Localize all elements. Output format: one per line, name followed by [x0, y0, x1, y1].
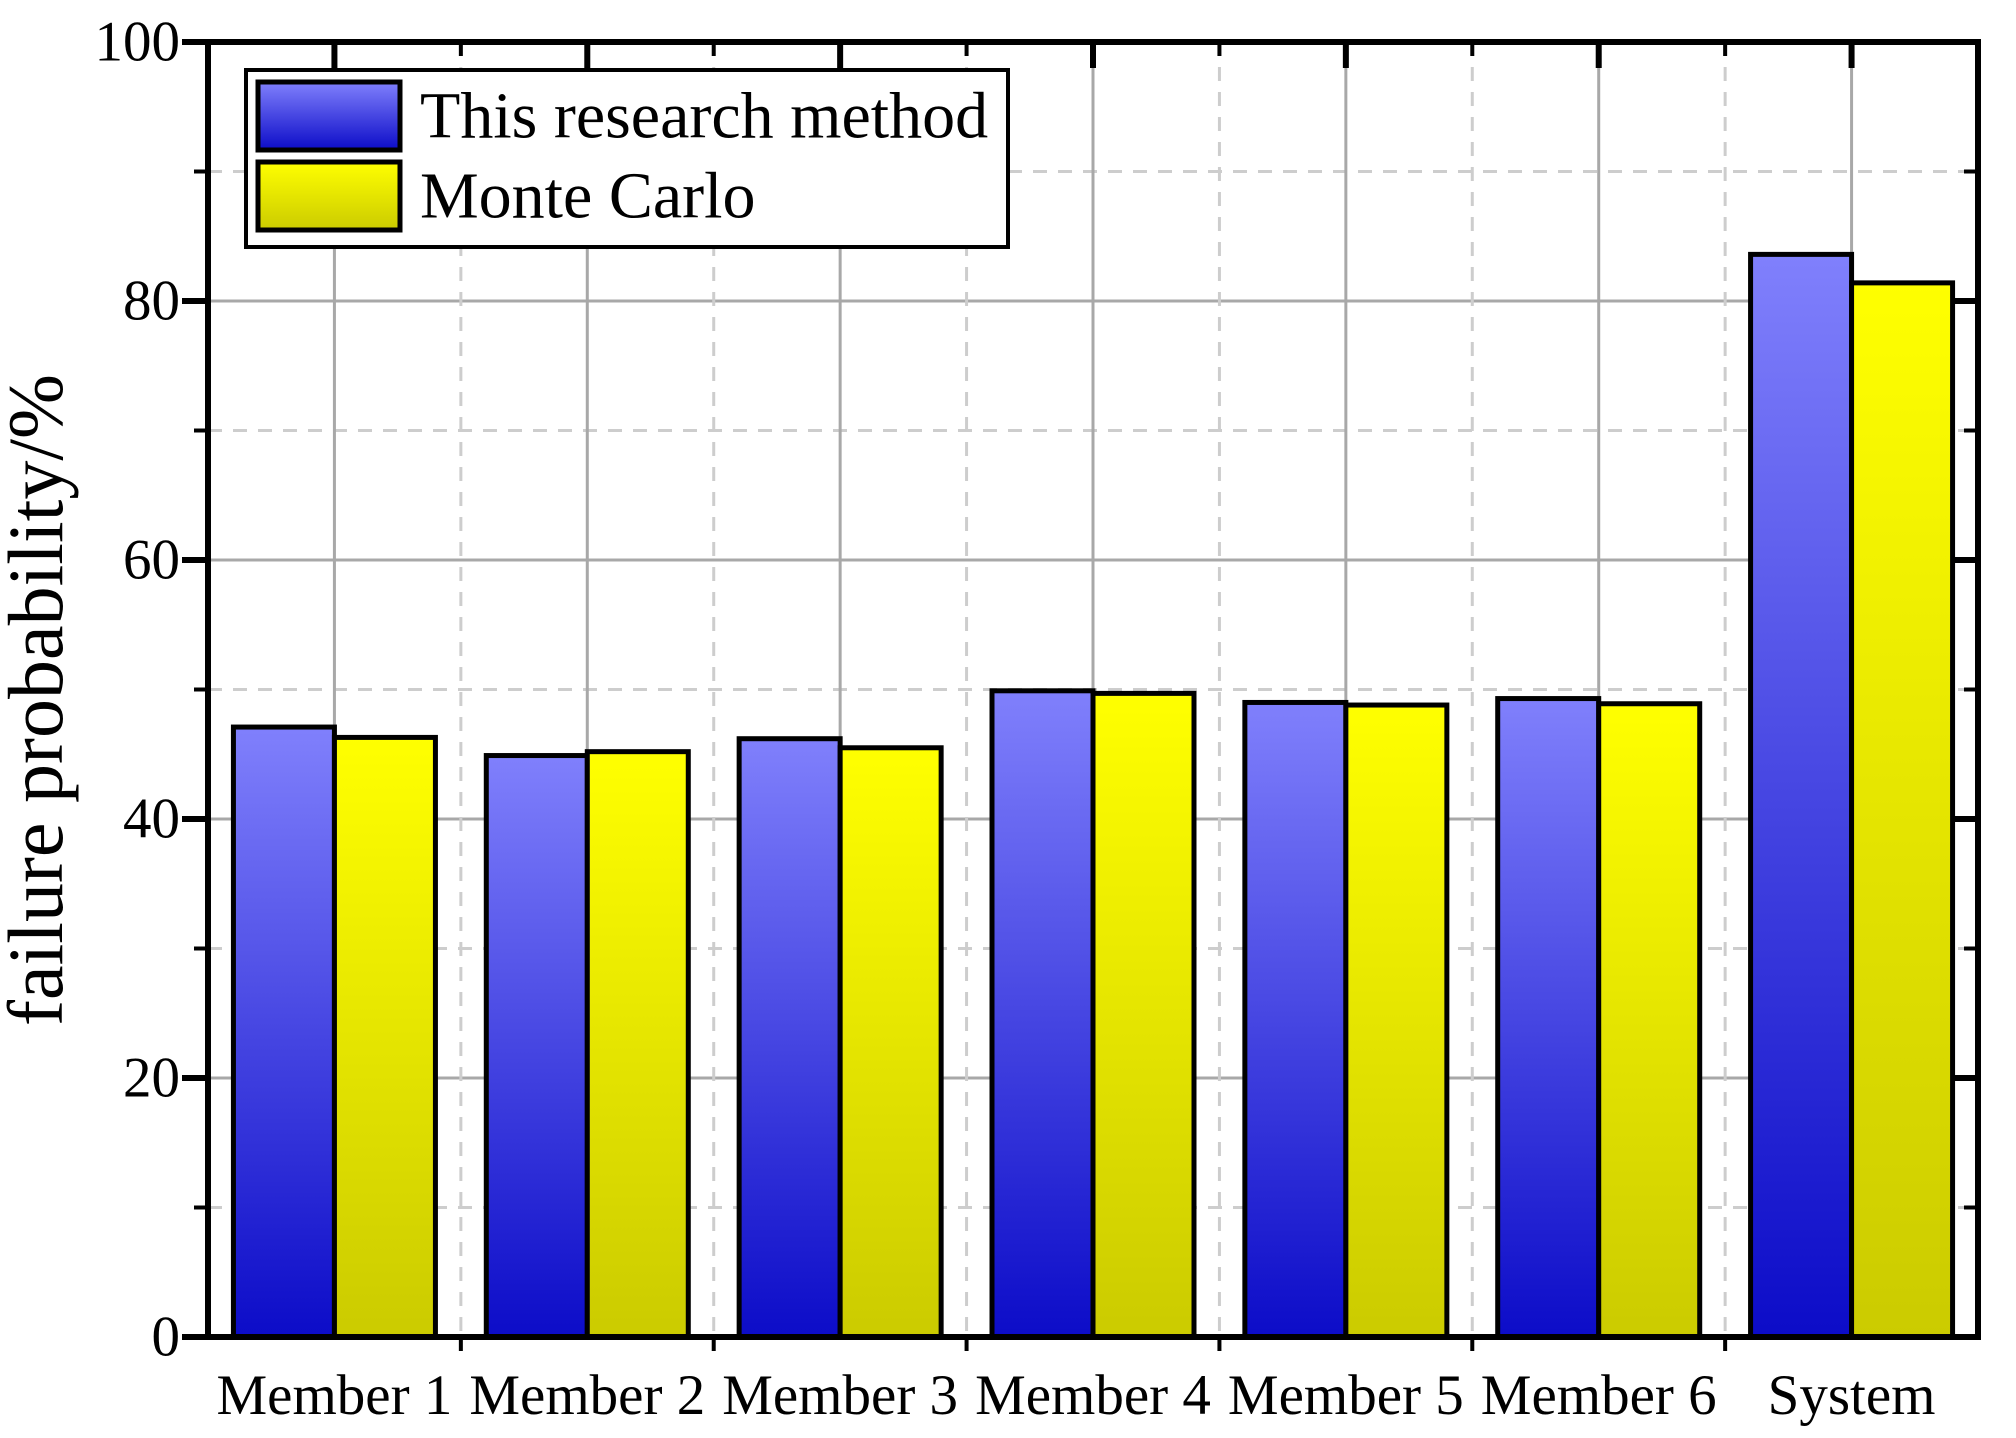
x-gridlines-minor: [459, 42, 1727, 1337]
bar-series2-cat7: [1849, 280, 1956, 1340]
bar-series2-cat3: [837, 745, 944, 1340]
legend-label-2: Monte Carlo: [420, 160, 755, 233]
x-category-label: System: [1768, 1364, 1936, 1427]
bar-series1-cat2: [483, 753, 590, 1340]
bar-series1-cat1: [230, 724, 337, 1340]
bar-series1-cat3: [736, 736, 843, 1340]
y-tick-labels: 0 20 40 60 80 100: [95, 11, 181, 1369]
y-tick-label: 80: [123, 270, 180, 333]
minor-ticks: [194, 42, 1978, 1351]
major-ticks: [182, 39, 1978, 1340]
bar-series2-cat2: [584, 749, 691, 1340]
y-tick-label: 40: [123, 788, 180, 851]
legend-swatch-2: [255, 159, 403, 233]
x-category-label: Member 5: [1228, 1364, 1464, 1427]
bar-series1-cat5: [1242, 699, 1349, 1340]
x-category-label: Member 4: [975, 1364, 1211, 1427]
x-category-label: Member 2: [469, 1364, 705, 1427]
y-tick-label: 100: [95, 11, 181, 74]
bar-series2-cat6: [1596, 701, 1703, 1340]
x-tick-labels: Member 1 Member 2 Member 3 Member 4 Member 5…: [216, 1364, 1935, 1427]
legend-label-1: This research method: [420, 80, 988, 153]
bar-series1-cat4: [989, 688, 1096, 1340]
x-category-label: Member 1: [216, 1364, 452, 1427]
bar-series2-cat5: [1343, 702, 1450, 1340]
bar-series1-cat6: [1495, 696, 1602, 1340]
x-category-label: Member 6: [1481, 1364, 1717, 1427]
y-axis-title: failure probability/%: [0, 374, 79, 1026]
bar-series2-cat4: [1090, 690, 1197, 1340]
legend-swatch-1: [255, 79, 403, 153]
y-tick-label: 0: [152, 1306, 181, 1369]
bar-series1-cat7: [1748, 251, 1855, 1340]
y-tick-label: 20: [123, 1047, 180, 1110]
x-category-label: Member 3: [722, 1364, 958, 1427]
y-tick-label: 60: [123, 529, 180, 592]
bar-series2-cat1: [331, 734, 438, 1340]
bars: [230, 251, 1956, 1340]
